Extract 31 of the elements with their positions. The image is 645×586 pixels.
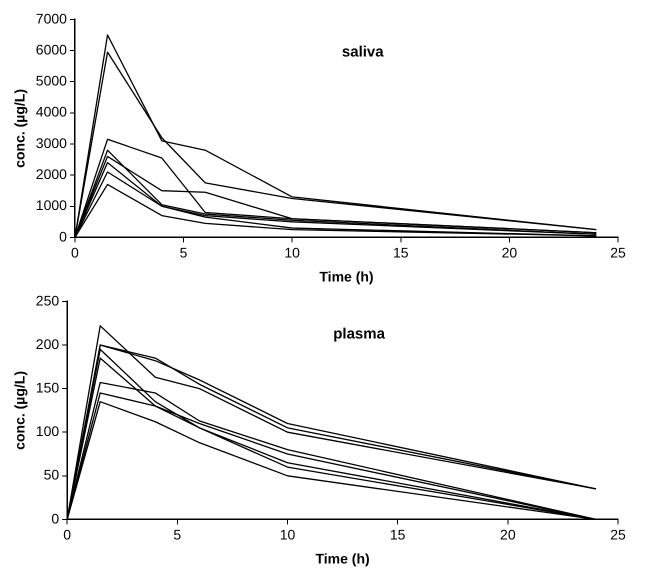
x-tick-label: 10 bbox=[280, 526, 296, 543]
y-tick-label: 250 bbox=[36, 292, 60, 308]
y-tick-label: 1000 bbox=[36, 197, 68, 214]
x-tick-label: 20 bbox=[500, 526, 516, 543]
x-tick-label: 5 bbox=[173, 526, 182, 543]
x-tick-label: 15 bbox=[390, 526, 406, 543]
x-tick-label: 10 bbox=[284, 244, 300, 261]
x-axis-title: Time (h) bbox=[319, 268, 374, 284]
text: saliva bbox=[342, 43, 384, 60]
x-tick-label: 15 bbox=[392, 244, 409, 261]
x-tick-label: 25 bbox=[610, 526, 626, 543]
y-axis-title: conc. (µg/L) bbox=[11, 370, 28, 450]
y-tick-label: 4000 bbox=[36, 104, 68, 120]
x-tick-label: 25 bbox=[610, 244, 626, 261]
text: plasma bbox=[333, 325, 386, 342]
y-tick-label: 7000 bbox=[36, 10, 68, 26]
y-tick-label: 0 bbox=[59, 228, 68, 244]
y-tick-label: 50 bbox=[44, 466, 60, 483]
y-tick-label: 200 bbox=[36, 336, 60, 352]
x-tick-label: 5 bbox=[180, 244, 188, 261]
y-tick-label: 3000 bbox=[36, 134, 68, 151]
y-axis-title: conc. (µg/L) bbox=[11, 88, 28, 168]
y-tick-label: 150 bbox=[36, 379, 60, 396]
y-tick-label: 2000 bbox=[36, 166, 68, 182]
x-tick-label: 0 bbox=[71, 244, 80, 261]
y-tick-label: 6000 bbox=[36, 41, 68, 58]
y-tick-label: 0 bbox=[51, 510, 60, 526]
y-tick-label: 100 bbox=[36, 423, 60, 440]
x-tick-label: 20 bbox=[502, 244, 518, 261]
x-axis-title: Time (h) bbox=[315, 550, 370, 566]
y-tick-label: 5000 bbox=[36, 72, 68, 89]
